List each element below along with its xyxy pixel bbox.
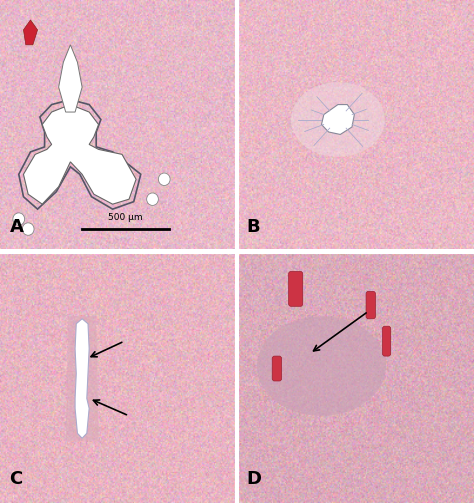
Polygon shape (321, 105, 355, 134)
FancyBboxPatch shape (366, 291, 375, 319)
FancyBboxPatch shape (383, 326, 391, 356)
Text: C: C (9, 470, 23, 488)
Ellipse shape (291, 82, 385, 157)
Text: D: D (246, 470, 262, 488)
Polygon shape (23, 20, 37, 45)
Polygon shape (66, 316, 99, 441)
Polygon shape (59, 45, 82, 112)
Polygon shape (75, 319, 89, 438)
FancyBboxPatch shape (272, 356, 282, 381)
Circle shape (13, 213, 25, 225)
FancyBboxPatch shape (289, 272, 303, 306)
Circle shape (158, 173, 170, 186)
Polygon shape (23, 105, 136, 204)
Circle shape (146, 193, 158, 205)
Text: B: B (246, 218, 260, 236)
Circle shape (22, 223, 34, 235)
Text: 500 μm: 500 μm (108, 213, 143, 222)
Ellipse shape (257, 316, 386, 416)
Text: A: A (9, 218, 23, 236)
